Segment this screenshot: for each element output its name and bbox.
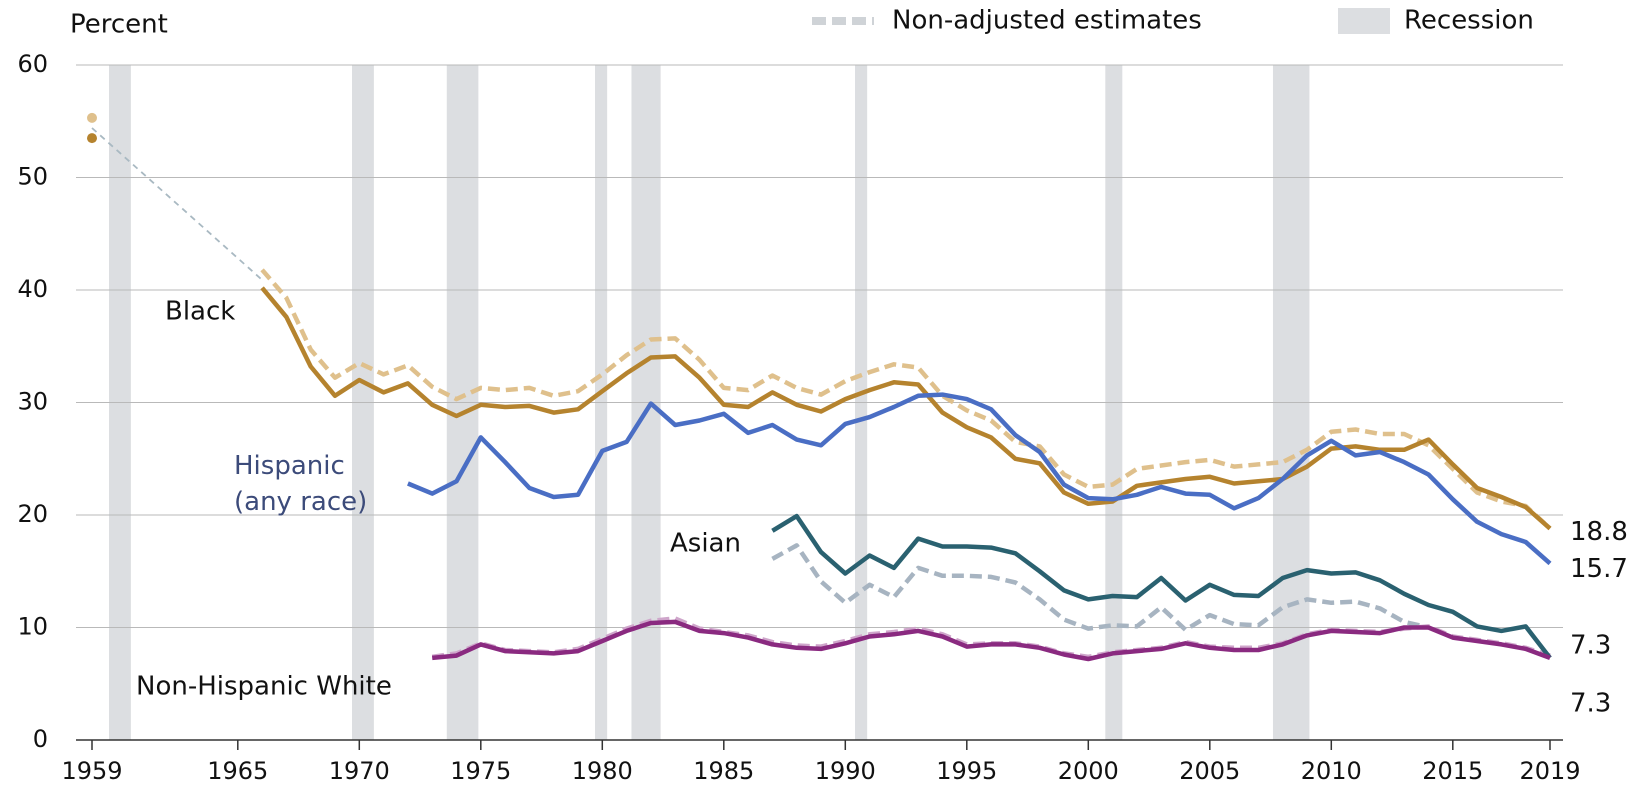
series-label: Hispanic (any race) (234, 451, 367, 517)
y-tick-label: 10 (17, 613, 48, 641)
y-tick-label: 20 (17, 500, 48, 528)
x-tick-label: 2015 (1422, 757, 1483, 785)
series-label: Asian (670, 529, 741, 559)
series-label: Non-Hispanic White (136, 672, 392, 702)
end-value-label: 18.8 (1570, 517, 1628, 547)
y-tick-label: 30 (17, 388, 48, 416)
x-tick-label: 1985 (693, 757, 754, 785)
series-line (771, 543, 1430, 633)
x-tick-label: 1995 (936, 757, 997, 785)
y-tick-label: 50 (17, 163, 48, 191)
x-tick-label: 1990 (815, 757, 876, 785)
x-tick-label: 1980 (572, 757, 633, 785)
legend-label: Non-adjusted estimates (892, 6, 1202, 36)
x-tick-label: 2019 (1519, 757, 1580, 785)
series-label: Black (165, 297, 235, 327)
end-value-label: 7.3 (1570, 630, 1611, 660)
series-line (260, 268, 1552, 531)
series-line (260, 286, 1552, 531)
x-tick-label: 2010 (1301, 757, 1362, 785)
series-line (771, 513, 1552, 660)
y-tick-label: 0 (33, 725, 48, 753)
series-line (431, 619, 1551, 662)
x-tick-label: 1965 (207, 757, 268, 785)
y-tick-label: 60 (17, 50, 48, 78)
legend-recession-swatch (1338, 8, 1390, 34)
end-value-label: 7.3 (1570, 688, 1611, 718)
series-label-line: (any race) (234, 487, 367, 517)
series-label-line: Hispanic (234, 451, 345, 481)
data-point (87, 133, 97, 144)
legend-label: Recession (1404, 6, 1534, 36)
x-tick-label: 2005 (1179, 757, 1240, 785)
y-axis-label: Percent (70, 10, 168, 40)
x-tick-label: 2000 (1058, 757, 1119, 785)
data-point (87, 112, 97, 123)
end-value-label: 15.7 (1570, 554, 1628, 584)
x-tick-label: 1975 (450, 757, 511, 785)
series-line (91, 127, 263, 281)
x-tick-label: 1970 (329, 757, 390, 785)
x-tick-label: 1959 (61, 757, 122, 785)
y-tick-label: 40 (17, 275, 48, 303)
series-line (407, 392, 1552, 566)
